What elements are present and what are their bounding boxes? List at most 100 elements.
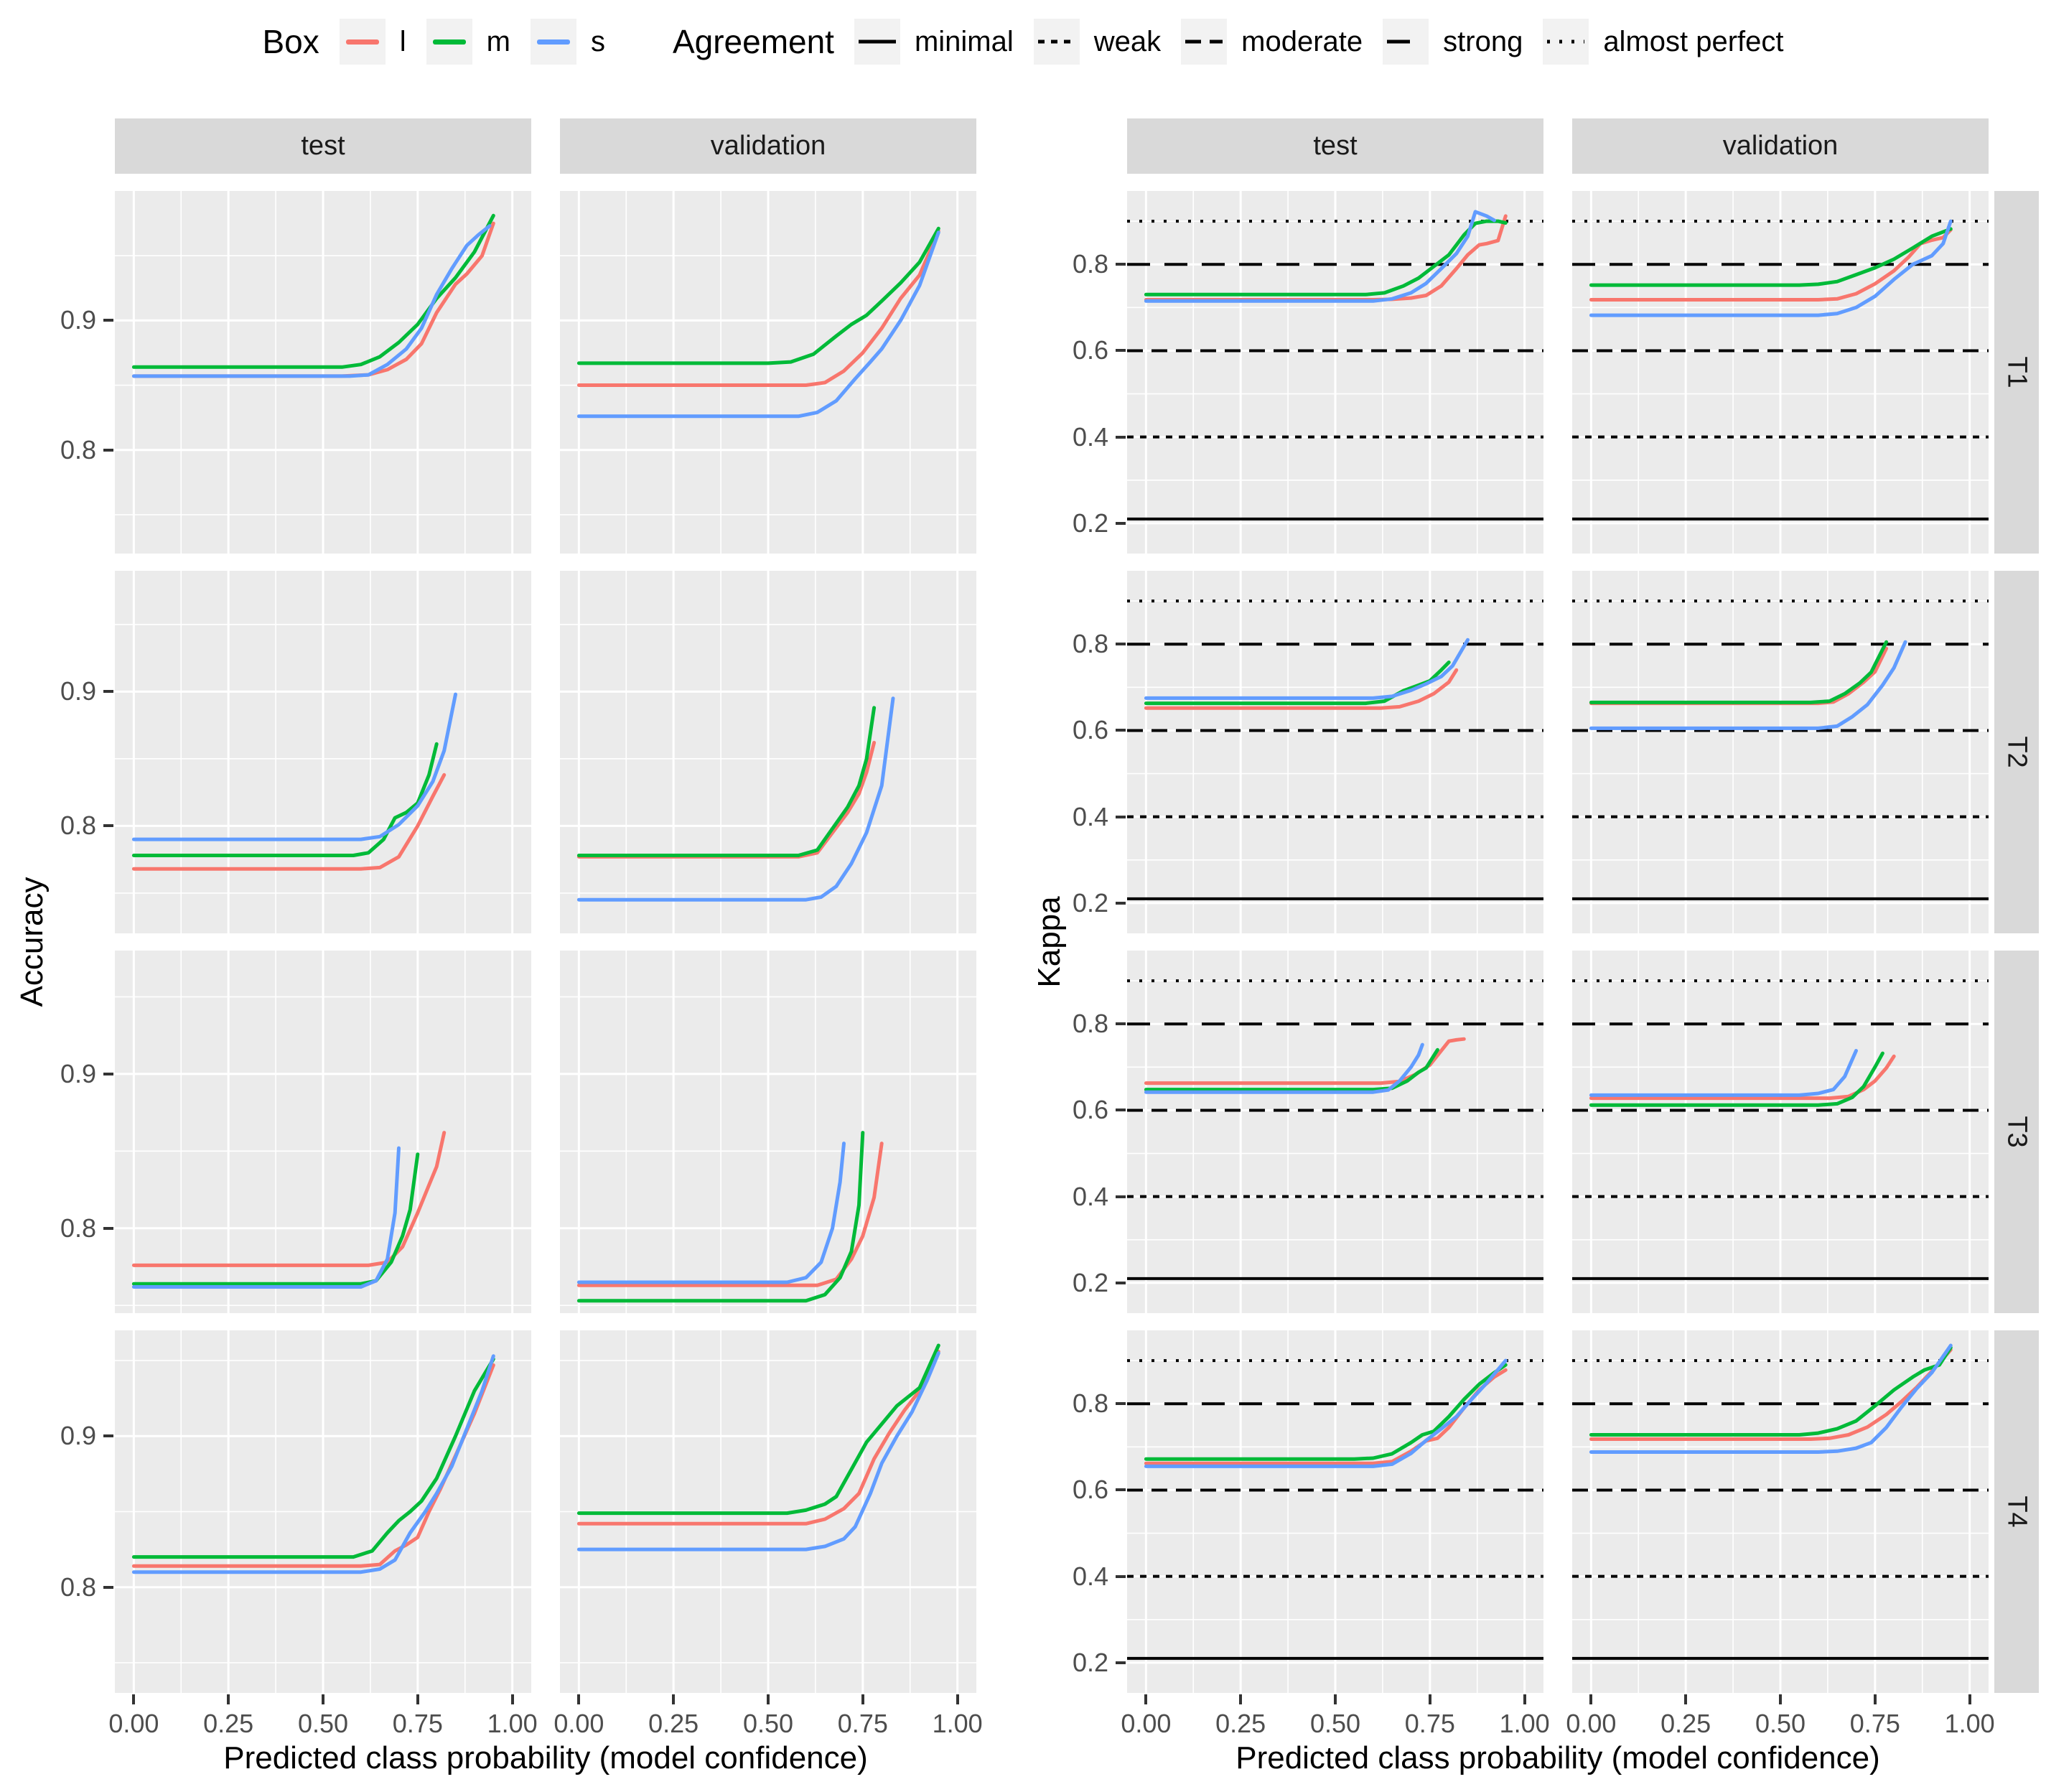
x-tick-mark (416, 1694, 419, 1704)
series-line-l (576, 1142, 884, 1287)
y-tick-label: 0.2 (1072, 887, 1108, 918)
x-axis-ticks-accuracy-validation: 0.00 0.25 0.50 0.75 1.00 (553, 1693, 983, 1738)
y-tick-mark (1116, 729, 1126, 732)
series-line-s (1589, 1343, 1953, 1454)
line-swatch-m (432, 39, 466, 45)
series-line-l (1144, 668, 1459, 710)
y-tick-mark (103, 1226, 113, 1230)
y-tick-mark (1116, 901, 1126, 905)
panel-kappa-test-T2 (1127, 571, 1543, 933)
kappa-chart-block: test validation 0.2 0.4 0.6 0.8 T1 0.2 0.4 0.6 0… (1072, 118, 2039, 1738)
linetype-sample-almost-perfect-icon (1543, 19, 1589, 65)
facet-row-label: T4 (2001, 1495, 2032, 1528)
x-tick-label: 0.00 (108, 1709, 159, 1738)
facet-row-strip-T2: T2 (1994, 571, 2039, 933)
legend-item-strong: strong (1383, 19, 1523, 65)
x-tick-label: 0.50 (742, 1709, 794, 1738)
panel-kappa-validation-T3 (1572, 951, 1989, 1313)
line-sample-l-icon (339, 19, 386, 65)
panel-accuracy-test-T3 (115, 951, 531, 1313)
panel-kappa-validation-T4 (1572, 1330, 1989, 1693)
y-tick-mark (103, 1585, 113, 1589)
y-axis-ticks-accuracy-T3: 0.8 0.9 (60, 951, 115, 1313)
y-tick-label: 0.9 (60, 1421, 96, 1451)
y-axis-ticks-kappa-T1: 0.2 0.4 0.6 0.8 (1073, 191, 1127, 554)
facet-strip-accuracy-test: test (115, 118, 531, 174)
y-tick-label: 0.6 (1072, 335, 1108, 365)
series-line-s (576, 230, 940, 419)
legend-item-box-m: m (426, 19, 510, 65)
series-line-m (576, 1343, 940, 1516)
y-tick-label: 0.6 (1072, 1475, 1108, 1505)
accuracy-x-axis-title: Predicted class probability (model confi… (223, 1740, 868, 1775)
accuracy-axis-title: Accuracy (14, 877, 50, 1007)
x-tick-mark (1968, 1694, 1971, 1704)
linetype-sample-moderate-icon (1181, 19, 1228, 65)
x-tick-label: 1.00 (487, 1709, 538, 1738)
legend-item-minimal: minimal (854, 19, 1014, 65)
line-sample-m-icon (426, 19, 472, 65)
y-tick-label: 0.8 (60, 1572, 96, 1602)
series-line-s (1144, 638, 1470, 700)
series-line-s (576, 1351, 940, 1551)
series-line-m (131, 1152, 420, 1286)
y-tick-mark (1116, 435, 1126, 439)
series-line-s (1589, 640, 1907, 730)
x-tick-label: 0.50 (297, 1709, 349, 1738)
x-tick-label: 0.75 (837, 1709, 888, 1738)
x-tick-label: 0.00 (553, 1709, 604, 1738)
y-tick-label: 0.9 (60, 305, 96, 335)
x-tick-mark (1334, 1694, 1337, 1704)
y-tick-label: 0.8 (1072, 629, 1108, 659)
x-tick-label: 1.00 (1944, 1709, 1995, 1738)
x-tick-mark (577, 1694, 581, 1704)
x-tick-label: 0.75 (392, 1709, 443, 1738)
legend-item-almost-perfect: almost perfect (1543, 19, 1784, 65)
x-tick-mark (227, 1694, 230, 1704)
facet-row-strip-T3: T3 (1994, 951, 2039, 1313)
kappa-axis-title: Kappa (1032, 896, 1067, 988)
y-tick-mark (1116, 1574, 1126, 1578)
series-line-l (576, 1350, 940, 1526)
linetype-sample-minimal-icon (854, 19, 900, 65)
x-tick-mark (1523, 1694, 1526, 1704)
series-line-s (1589, 1049, 1858, 1097)
series-line-m (1589, 1051, 1884, 1107)
y-tick-label: 0.2 (1072, 508, 1108, 538)
y-tick-label: 0.4 (1072, 1181, 1108, 1211)
x-tick-mark (1779, 1694, 1782, 1704)
y-axis-ticks-kappa-T4: 0.2 0.4 0.6 0.8 (1073, 1330, 1127, 1693)
series-line-l (1589, 1054, 1896, 1101)
panel-kappa-validation-T2 (1572, 571, 1989, 933)
x-tick-label: 0.25 (1660, 1709, 1711, 1738)
y-tick-mark (1116, 1281, 1126, 1284)
series-line-m (1589, 640, 1889, 704)
facet-strip-label: validation (1722, 131, 1839, 161)
x-tick-label: 0.75 (1404, 1709, 1455, 1738)
y-tick-mark (1116, 643, 1126, 646)
series-line-s (131, 1354, 495, 1574)
x-tick-mark (322, 1694, 324, 1704)
series-line-s (1589, 219, 1953, 317)
panel-accuracy-test-T2 (115, 571, 531, 933)
x-tick-mark (956, 1694, 959, 1704)
x-tick-label: 0.00 (1566, 1709, 1617, 1738)
x-tick-mark (672, 1694, 676, 1704)
legend-item-moderate: moderate (1181, 19, 1363, 65)
y-tick-mark (103, 824, 113, 828)
facet-strip-kappa-validation: validation (1572, 118, 1989, 174)
y-tick-mark (103, 690, 113, 694)
facet-strip-label: validation (710, 131, 826, 161)
y-axis-ticks-kappa-T3: 0.2 0.4 0.6 0.8 (1073, 951, 1127, 1313)
y-tick-label: 0.8 (1072, 1009, 1108, 1039)
legend-label-minimal: minimal (914, 25, 1014, 57)
series-line-m (131, 1357, 495, 1559)
x-axis-ticks-kappa-validation: 0.00 0.25 0.50 0.75 1.00 (1566, 1693, 1995, 1738)
y-tick-label: 0.9 (60, 676, 96, 706)
y-tick-mark (103, 1072, 113, 1075)
x-tick-mark (861, 1694, 864, 1704)
y-tick-mark (1116, 263, 1126, 266)
y-tick-label: 0.2 (1072, 1647, 1108, 1677)
panel-kappa-test-T3 (1127, 951, 1543, 1313)
